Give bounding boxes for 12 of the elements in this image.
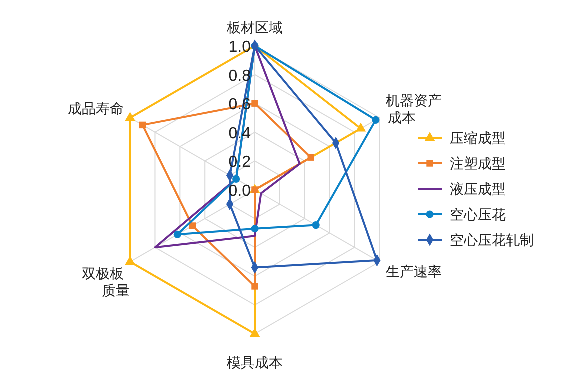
spoke-label: 生产速率 <box>386 264 442 280</box>
legend-label: 液压成型 <box>450 182 506 198</box>
y-tick-label: 1.0 <box>228 39 252 56</box>
spoke-label: 板材区域 <box>226 20 283 36</box>
spoke-label: 机器资产成本 <box>386 94 442 127</box>
legend-label: 注塑成型 <box>450 156 506 172</box>
spoke-label: 双极板质量 <box>82 266 130 300</box>
legend-label: 空心压花 <box>450 208 506 224</box>
legend-label: 压缩成型 <box>450 131 506 147</box>
spoke-label: 成品寿命 <box>68 102 124 118</box>
spoke-label: 模具成本 <box>227 356 283 372</box>
legend-label: 空心压花轧制 <box>450 233 534 249</box>
